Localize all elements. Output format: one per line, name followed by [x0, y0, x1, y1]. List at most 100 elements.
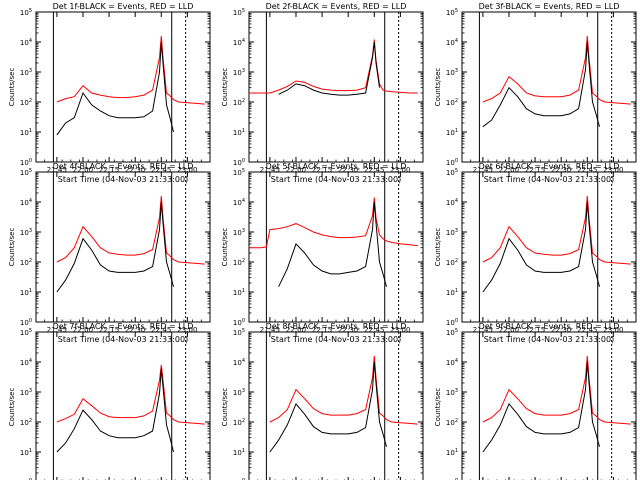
y-axis-label: Counts/sec: [434, 388, 442, 427]
panel-title: Det 9f-BLACK = Events, RED = LLD: [479, 322, 620, 331]
plot-frame: [248, 171, 424, 323]
x-tick-label: 22:15: [525, 326, 545, 334]
y-tick-label: 104: [233, 198, 245, 207]
x-axis-label: Start Time (04-Nov-03 21:33:00): [484, 175, 614, 184]
y-tick-label: 105: [20, 168, 32, 177]
y-tick-label: 100: [446, 318, 458, 327]
series-line-lld: [249, 197, 418, 249]
series-line-events: [482, 41, 600, 128]
x-tick-label: 22:15: [312, 326, 332, 334]
y-tick-label: 102: [20, 418, 32, 427]
panel-title: Det 7f-BLACK = Events, RED = LLD: [53, 322, 194, 331]
x-tick-label: 22:15: [525, 166, 545, 174]
y-tick-label: 100: [233, 318, 245, 327]
y-tick-label: 101: [446, 128, 458, 137]
y-tick-label: 103: [446, 388, 458, 397]
y-tick-label: 102: [446, 418, 458, 427]
x-tick-label: 22:00: [286, 326, 306, 334]
panel-title: Det 2f-BLACK = Events, RED = LLD: [266, 2, 407, 11]
x-tick-label: 22:30: [338, 166, 358, 174]
x-tick-label: 22:45: [577, 166, 597, 174]
y-tick-label: 100: [20, 318, 32, 327]
panel-8: Det 8f-BLACK = Events, RED = LLD10010110…: [221, 322, 424, 480]
x-tick-label: 22:30: [125, 326, 145, 334]
panel-title: Det 1f-BLACK = Events, RED = LLD: [53, 2, 194, 11]
series-line-events: [482, 201, 600, 293]
x-tick-label: 22:15: [99, 326, 119, 334]
y-tick-label: 100: [233, 158, 245, 167]
plot-frame: [35, 331, 211, 480]
x-tick-label: 23:00: [390, 166, 410, 174]
series-line-events: [56, 41, 174, 136]
y-tick-label: 103: [20, 388, 32, 397]
x-tick-label: 23:00: [177, 166, 197, 174]
x-tick-label: 23:00: [177, 326, 197, 334]
x-tick-label: 23:00: [603, 166, 623, 174]
y-tick-label: 101: [446, 288, 458, 297]
y-tick-label: 105: [233, 328, 245, 337]
panel-3: Det 3f-BLACK = Events, RED = LLD 100 101 10…: [434, 2, 637, 184]
series-line-lld: [482, 195, 631, 265]
x-tick-label: 22:45: [151, 326, 171, 334]
y-tick-label: 105: [233, 168, 245, 177]
x-tick-label: 22:30: [551, 326, 571, 334]
y-axis-label: Counts/sec: [434, 68, 442, 107]
y-tick-label: 103: [233, 228, 245, 237]
y-axis-label: Counts/sec: [434, 228, 442, 267]
x-tick-label: 22:15: [99, 166, 119, 174]
panel-title: Det 3f-BLACK = Events, RED = LLD: [479, 2, 620, 11]
y-tick-label: 100: [446, 158, 458, 167]
x-tick-label: 22:45: [577, 326, 597, 334]
y-tick-label: 103: [233, 388, 245, 397]
plot-frame: [35, 171, 211, 323]
x-tick-label: 21:45: [260, 326, 280, 334]
x-tick-label: 21:45: [260, 166, 280, 174]
y-tick-label: 101: [233, 448, 245, 457]
series-line-events: [278, 41, 380, 96]
x-axis-label: Start Time (04-Nov-03 21:33:00): [271, 335, 401, 344]
x-tick-label: 21:45: [473, 166, 493, 174]
x-tick-label: 22:15: [312, 166, 332, 174]
panel-2: Det 2f-BLACK = Events, RED = LLD 100 101 10…: [221, 2, 424, 184]
y-tick-label: 102: [233, 98, 245, 107]
y-axis-label: Counts/sec: [8, 68, 16, 107]
y-axis-label: Counts/sec: [8, 228, 16, 267]
series-line-lld: [482, 35, 631, 105]
y-tick-label: 104: [446, 198, 458, 207]
series-line-events: [269, 361, 387, 453]
y-tick-label: 102: [20, 98, 32, 107]
y-tick-label: 104: [20, 38, 32, 47]
series-line-lld: [56, 364, 205, 425]
y-tick-label: 105: [446, 168, 458, 177]
y-tick-label: 105: [20, 328, 32, 337]
plot-frame: [248, 11, 424, 163]
plot-frame: [248, 331, 424, 480]
panel-7: Det 7f-BLACK = Events, RED = LLD10010110…: [8, 322, 211, 480]
y-tick-label: 101: [233, 128, 245, 137]
series-line-events: [482, 361, 600, 453]
y-tick-label: 101: [20, 448, 32, 457]
x-tick-label: 21:45: [47, 326, 67, 334]
series-line-lld: [56, 195, 205, 265]
panel-title: Det 4f-BLACK = Events, RED = LLD: [53, 162, 194, 171]
series-line-events: [278, 201, 387, 287]
panel-4: Det 4f-BLACK = Events, RED = LLD 100 101 10…: [8, 162, 211, 344]
panel-title: Det 6f-BLACK = Events, RED = LLD: [479, 162, 620, 171]
panel-title: Det 5f-BLACK = Events, RED = LLD: [266, 162, 407, 171]
y-tick-label: 104: [233, 358, 245, 367]
x-tick-label: 21:45: [473, 326, 493, 334]
y-axis-label: Counts/sec: [8, 388, 16, 427]
x-tick-label: 23:00: [390, 326, 410, 334]
series-line-lld: [249, 39, 418, 94]
y-tick-label: 104: [20, 198, 32, 207]
y-tick-label: 103: [233, 68, 245, 77]
panel-6: Det 6f-BLACK = Events, RED = LLD 100 101 10…: [434, 162, 637, 344]
x-tick-label: 22:00: [73, 326, 93, 334]
x-tick-label: 22:00: [73, 166, 93, 174]
panel-title: Det 8f-BLACK = Events, RED = LLD: [266, 322, 407, 331]
y-tick-label: 101: [446, 448, 458, 457]
y-tick-label: 104: [233, 38, 245, 47]
panel-9: Det 9f-BLACK = Events, RED = LLD10010110…: [434, 322, 637, 480]
series-line-events: [56, 368, 174, 453]
